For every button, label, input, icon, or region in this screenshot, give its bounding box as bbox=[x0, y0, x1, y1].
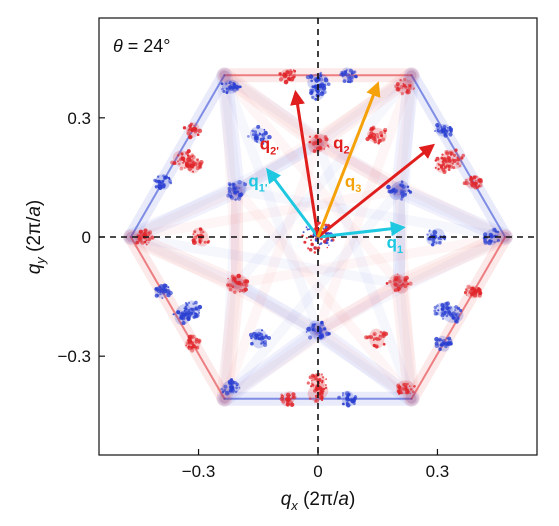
outer-rim-line bbox=[410, 74, 507, 238]
lattice-band bbox=[125, 232, 323, 336]
x-axis-label: qx (2π/a) bbox=[281, 489, 356, 513]
hotspot bbox=[365, 125, 388, 145]
origin-dashed-axes bbox=[99, 18, 537, 455]
lattice-band bbox=[219, 70, 405, 289]
hotspot bbox=[183, 300, 203, 319]
lattice-band bbox=[219, 70, 242, 289]
hotspot bbox=[170, 149, 194, 171]
hotspot bbox=[184, 334, 202, 353]
hotspot bbox=[172, 304, 196, 326]
hotspot bbox=[337, 390, 358, 408]
hotspot bbox=[386, 180, 413, 201]
spoke-band bbox=[310, 322, 420, 407]
spoke-band bbox=[216, 67, 245, 199]
lattice-band bbox=[219, 138, 323, 404]
y-tick-label: 0 bbox=[82, 228, 91, 247]
hotspot bbox=[482, 227, 500, 246]
hotspot bbox=[308, 134, 330, 154]
vector-q2 bbox=[317, 143, 436, 239]
hotspot bbox=[247, 124, 272, 145]
lattice-band bbox=[219, 70, 323, 336]
outer-rim-line bbox=[129, 236, 226, 400]
lattice-band bbox=[219, 185, 242, 404]
y-axis-label: qy (2π/a) bbox=[24, 200, 48, 275]
lattice-band bbox=[394, 70, 417, 289]
spoke-band bbox=[122, 182, 245, 245]
lattice-band bbox=[313, 138, 417, 404]
lattice-band bbox=[125, 232, 405, 289]
lattice-band bbox=[313, 70, 417, 336]
vector-label-q2p: q2' bbox=[260, 135, 280, 158]
hotspot bbox=[248, 328, 271, 349]
lattice-band bbox=[231, 185, 417, 404]
hotspot bbox=[153, 174, 173, 190]
lattice-band bbox=[125, 185, 405, 242]
lattice-band bbox=[231, 232, 511, 289]
hotspot bbox=[434, 335, 453, 352]
hotspot bbox=[463, 284, 483, 299]
hotspot bbox=[441, 148, 466, 170]
hotspot bbox=[278, 68, 297, 85]
hotspot bbox=[220, 378, 241, 396]
vector-label-q2: q2 bbox=[333, 134, 350, 157]
hotspot bbox=[226, 273, 250, 294]
lattice-band bbox=[219, 278, 405, 404]
spoke-band bbox=[216, 275, 245, 407]
vector-label-q3: q3 bbox=[345, 172, 362, 195]
lattice-band bbox=[231, 70, 417, 289]
hotspot bbox=[279, 391, 297, 407]
vector-label-q1: q1 bbox=[387, 233, 404, 256]
lattice-band bbox=[231, 185, 511, 242]
hotspot bbox=[154, 283, 173, 300]
hotspot bbox=[394, 77, 416, 96]
scattering-vectors: q1 q1' q2 q2' q3 bbox=[248, 81, 436, 256]
spoke-band bbox=[122, 229, 245, 292]
y-tick-label: 0.3 bbox=[67, 109, 91, 128]
vector-q1p bbox=[266, 167, 320, 238]
hotspot bbox=[433, 301, 453, 318]
hotspot bbox=[434, 123, 453, 138]
vector-q2p bbox=[290, 89, 320, 238]
vector-label-q1p: q1' bbox=[248, 171, 268, 194]
lattice-band bbox=[313, 325, 417, 404]
spoke-band bbox=[391, 229, 514, 292]
lattice-band bbox=[394, 232, 511, 289]
lattice-band bbox=[219, 70, 242, 196]
lattice-band bbox=[219, 185, 405, 404]
y-tick-label: −0.3 bbox=[57, 347, 91, 366]
x-tick-label: 0 bbox=[313, 462, 322, 481]
hotspot bbox=[462, 175, 484, 190]
hotspot bbox=[396, 380, 416, 395]
hotspot bbox=[434, 156, 454, 174]
x-tick-label: −0.3 bbox=[182, 462, 216, 481]
hotspot bbox=[426, 228, 447, 247]
hotspot bbox=[364, 328, 389, 349]
inner-rim-band bbox=[312, 277, 406, 337]
axis-ticks: −0.3 0 0.3 0.3 0 −0.3 bbox=[57, 109, 449, 481]
hotspot bbox=[182, 122, 203, 140]
lattice-band bbox=[125, 232, 242, 289]
lattice-band bbox=[219, 70, 405, 196]
inner-rim-band bbox=[230, 277, 324, 337]
hotspot bbox=[226, 179, 248, 201]
lattice-band bbox=[394, 185, 511, 242]
spoke-band bbox=[391, 182, 514, 245]
vector-q1 bbox=[317, 221, 406, 239]
hotspot bbox=[385, 273, 413, 294]
hotspot bbox=[220, 79, 242, 94]
lattice-band bbox=[394, 278, 417, 404]
theta-annotation: θ = 24° bbox=[113, 36, 171, 56]
hotspot bbox=[182, 154, 204, 174]
spoke-band bbox=[391, 275, 420, 407]
vector-q3 bbox=[316, 81, 381, 238]
lattice-band bbox=[219, 278, 242, 404]
interference-pattern bbox=[122, 67, 514, 408]
hotspot bbox=[309, 83, 327, 101]
hotspot bbox=[339, 67, 358, 84]
lattice-band bbox=[125, 138, 323, 242]
lattice-band bbox=[231, 278, 417, 404]
lattice-band bbox=[125, 185, 242, 242]
x-tick-label: 0.3 bbox=[426, 462, 450, 481]
